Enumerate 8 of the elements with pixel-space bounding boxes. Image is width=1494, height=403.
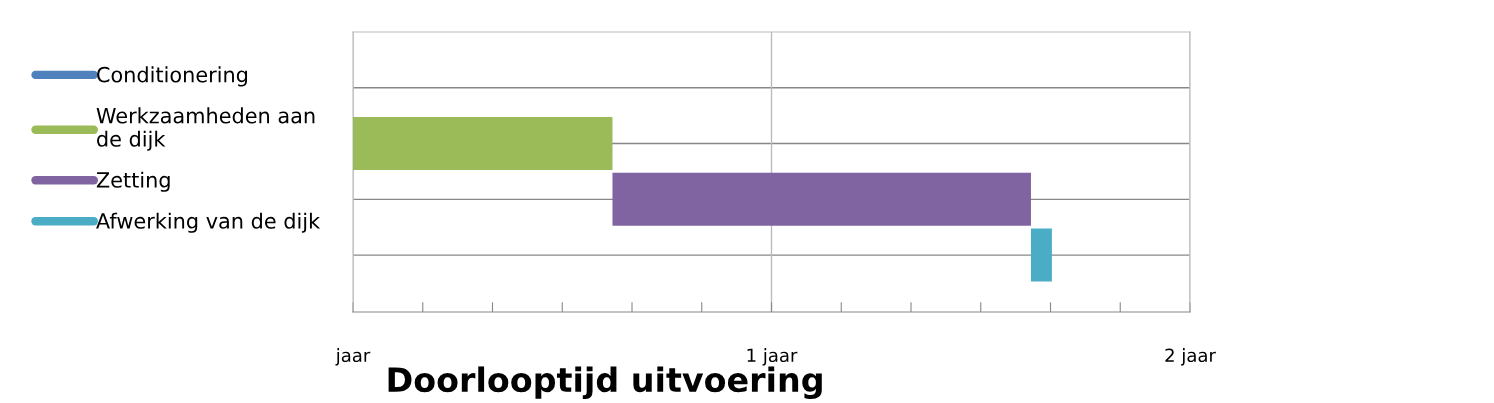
legend-label: Conditionering — [97, 66, 248, 87]
x-tick-label: 2 jaar — [1165, 348, 1216, 366]
x-tick-label: jaar — [335, 348, 371, 366]
text: Doorlooptijd uitvoering — [388, 366, 822, 399]
legend-label: Afwerking van de dijk — [96, 212, 321, 233]
x-tick-label: 1 jaar — [747, 348, 798, 366]
legend-label: Werkzaamheden aan de dijk — [96, 107, 315, 151]
legend-label: Zetting — [96, 171, 170, 192]
